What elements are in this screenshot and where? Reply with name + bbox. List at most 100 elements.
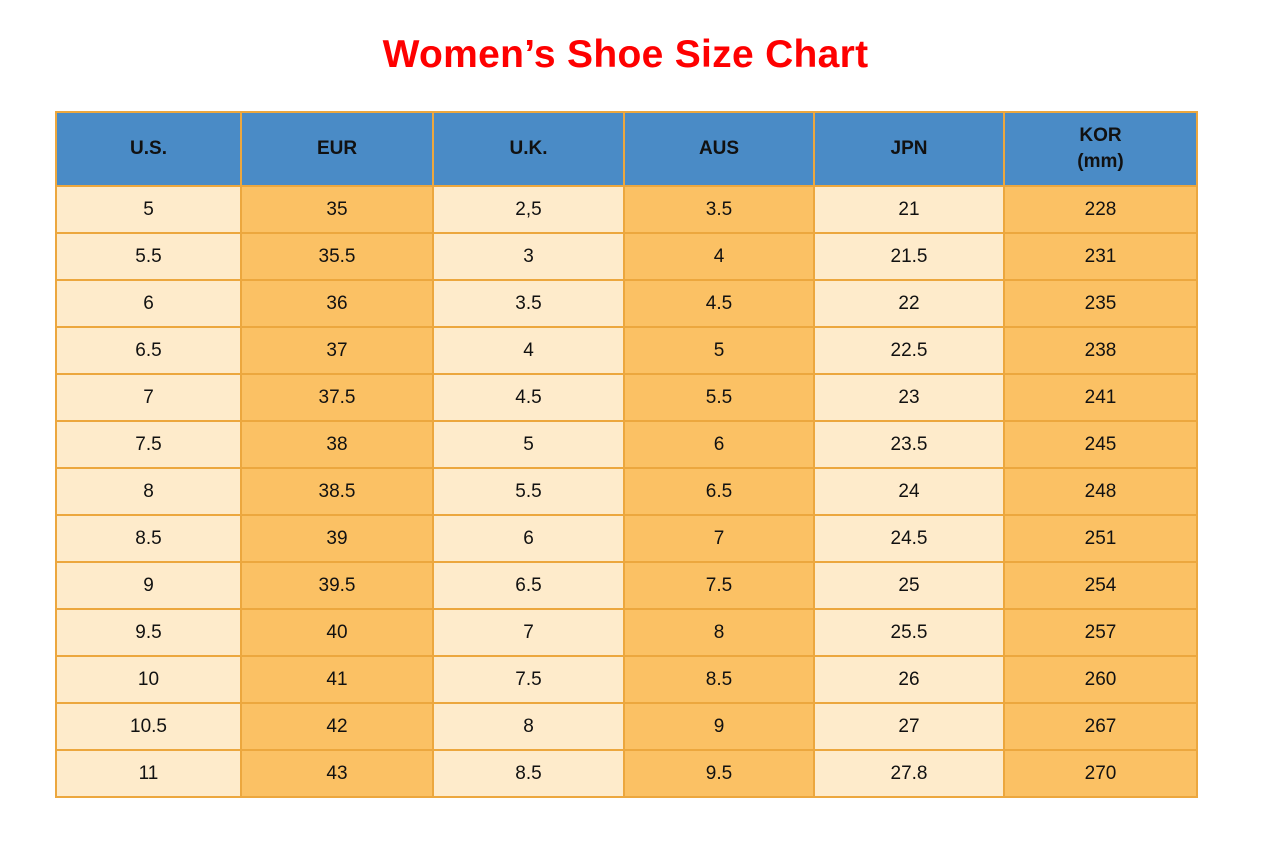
header-row: U.S. EUR U.K. AUS JPN KOR (mm) <box>55 111 1198 187</box>
table-cell-jpn: 24.5 <box>813 514 1005 563</box>
table-row: 8 38.5 5.5 6.5 24 248 <box>55 467 1198 516</box>
table-cell-uk: 4 <box>432 326 625 375</box>
table-cell-us: 5.5 <box>55 232 242 281</box>
column-header-label: JPN <box>890 138 928 160</box>
table-cell-us: 8.5 <box>55 514 242 563</box>
table-row: 10.5 42 8 9 27 267 <box>55 702 1198 751</box>
table-body: 5 35 2,5 3.5 21 228 5.5 35.5 3 4 21.5 231 6 36 3.5 4.5 2… <box>55 185 1198 798</box>
table-cell-us: 6.5 <box>55 326 242 375</box>
table-cell-eur: 39 <box>240 514 434 563</box>
table-cell-aus: 5 <box>623 326 815 375</box>
shoe-size-table: U.S. EUR U.K. AUS JPN KOR (mm) 5 35 2,5 3.5 21 228 5… <box>55 111 1198 798</box>
table-cell-uk: 8.5 <box>432 749 625 798</box>
table-cell-us: 7.5 <box>55 420 242 469</box>
table-row: 8.5 39 6 7 24.5 251 <box>55 514 1198 563</box>
column-header-us: U.S. <box>55 111 242 187</box>
table-cell-jpn: 21 <box>813 185 1005 234</box>
table-cell-kor: 270 <box>1003 749 1198 798</box>
table-cell-jpn: 23 <box>813 373 1005 422</box>
table-cell-uk: 6 <box>432 514 625 563</box>
table-cell-kor: 260 <box>1003 655 1198 704</box>
table-row: 6.5 37 4 5 22.5 238 <box>55 326 1198 375</box>
table-cell-jpn: 22 <box>813 279 1005 328</box>
table-cell-kor: 257 <box>1003 608 1198 657</box>
table-cell-eur: 35.5 <box>240 232 434 281</box>
table-cell-eur: 36 <box>240 279 434 328</box>
table-cell-eur: 38.5 <box>240 467 434 516</box>
table-cell-eur: 37.5 <box>240 373 434 422</box>
table-cell-uk: 5.5 <box>432 467 625 516</box>
table-cell-us: 9.5 <box>55 608 242 657</box>
column-header-uk: U.K. <box>432 111 625 187</box>
table-row: 10 41 7.5 8.5 26 260 <box>55 655 1198 704</box>
table-cell-eur: 42 <box>240 702 434 751</box>
table-row: 5.5 35.5 3 4 21.5 231 <box>55 232 1198 281</box>
table-cell-aus: 7 <box>623 514 815 563</box>
column-header-label: EUR <box>316 138 358 160</box>
table-row: 11 43 8.5 9.5 27.8 270 <box>55 749 1198 798</box>
table-cell-kor: 248 <box>1003 467 1198 516</box>
table-cell-uk: 2,5 <box>432 185 625 234</box>
column-header-label: U.S. <box>130 138 167 160</box>
table-cell-eur: 39.5 <box>240 561 434 610</box>
table-cell-aus: 8 <box>623 608 815 657</box>
column-header-aus: AUS <box>623 111 815 187</box>
table-cell-uk: 4.5 <box>432 373 625 422</box>
table-cell-jpn: 26 <box>813 655 1005 704</box>
table-cell-kor: 231 <box>1003 232 1198 281</box>
table-cell-uk: 7 <box>432 608 625 657</box>
table-cell-uk: 3 <box>432 232 625 281</box>
table-cell-aus: 4.5 <box>623 279 815 328</box>
column-header-jpn: JPN <box>813 111 1005 187</box>
table-cell-eur: 37 <box>240 326 434 375</box>
column-header-sublabel: (mm) <box>1077 151 1124 172</box>
column-header-label: AUS <box>698 138 740 160</box>
table-cell-jpn: 25.5 <box>813 608 1005 657</box>
table-row: 7.5 38 5 6 23.5 245 <box>55 420 1198 469</box>
table-cell-us: 11 <box>55 749 242 798</box>
table-cell-aus: 3.5 <box>623 185 815 234</box>
table-cell-uk: 3.5 <box>432 279 625 328</box>
table-cell-aus: 6.5 <box>623 467 815 516</box>
table-cell-eur: 43 <box>240 749 434 798</box>
table-cell-jpn: 27 <box>813 702 1005 751</box>
column-header-eur: EUR <box>240 111 434 187</box>
table-cell-aus: 9 <box>623 702 815 751</box>
table-cell-jpn: 24 <box>813 467 1005 516</box>
table-cell-kor: 235 <box>1003 279 1198 328</box>
table-cell-kor: 238 <box>1003 326 1198 375</box>
table-cell-uk: 8 <box>432 702 625 751</box>
table-cell-kor: 241 <box>1003 373 1198 422</box>
table-row: 5 35 2,5 3.5 21 228 <box>55 185 1198 234</box>
table-cell-kor: 245 <box>1003 420 1198 469</box>
table-cell-us: 8 <box>55 467 242 516</box>
table-cell-us: 9 <box>55 561 242 610</box>
column-header-kor: KOR (mm) <box>1003 111 1198 187</box>
table-row: 9.5 40 7 8 25.5 257 <box>55 608 1198 657</box>
column-header-label: U.K. <box>509 138 548 160</box>
table-row: 6 36 3.5 4.5 22 235 <box>55 279 1198 328</box>
table-cell-us: 10.5 <box>55 702 242 751</box>
table-cell-us: 10 <box>55 655 242 704</box>
page-title: Women’s Shoe Size Chart <box>382 33 869 76</box>
table-cell-jpn: 27.8 <box>813 749 1005 798</box>
table-cell-eur: 40 <box>240 608 434 657</box>
table-cell-kor: 254 <box>1003 561 1198 610</box>
table-cell-jpn: 25 <box>813 561 1005 610</box>
table-cell-jpn: 22.5 <box>813 326 1005 375</box>
table-cell-aus: 6 <box>623 420 815 469</box>
table-cell-kor: 228 <box>1003 185 1198 234</box>
table-cell-uk: 6.5 <box>432 561 625 610</box>
table-cell-aus: 9.5 <box>623 749 815 798</box>
table-cell-us: 6 <box>55 279 242 328</box>
table-cell-eur: 35 <box>240 185 434 234</box>
table-cell-aus: 5.5 <box>623 373 815 422</box>
table-cell-uk: 5 <box>432 420 625 469</box>
table-cell-eur: 41 <box>240 655 434 704</box>
table-cell-jpn: 21.5 <box>813 232 1005 281</box>
column-header-label: KOR <box>1079 125 1122 147</box>
table-row: 9 39.5 6.5 7.5 25 254 <box>55 561 1198 610</box>
table-cell-aus: 4 <box>623 232 815 281</box>
table-cell-kor: 267 <box>1003 702 1198 751</box>
